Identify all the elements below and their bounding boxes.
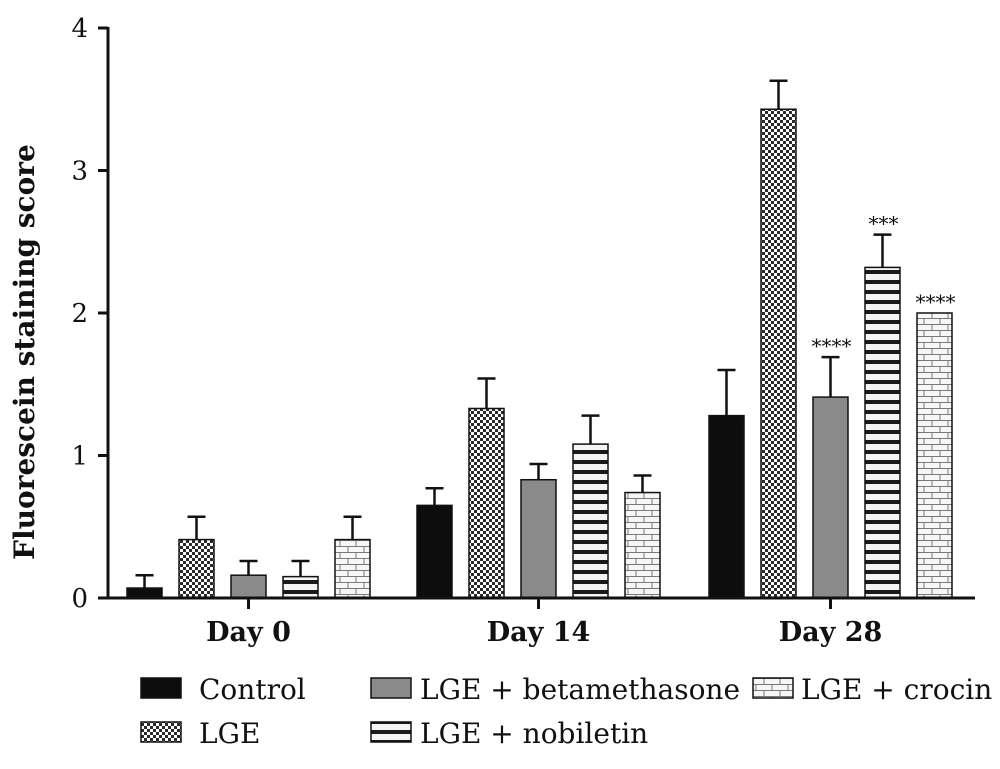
bars [126,79,953,599]
y-tick-label: 3 [71,157,88,187]
bar-control-day-28 [708,414,745,599]
significance-marker: **** [812,334,852,358]
legend-swatch [370,721,412,743]
y-tick-label: 4 [71,14,88,44]
bar-lge-betamethasone-day-28 [812,396,849,599]
legend-label: LGE + betamethasone [420,673,740,706]
legend-label: LGE [199,717,260,750]
bar-lge-crocin-day-14 [624,491,661,599]
y-tick-label: 0 [71,584,88,614]
y-tick-label: 1 [71,442,88,472]
significance-marker: *** [869,212,899,236]
legend-label: LGE + crocin [801,673,992,706]
legend-swatch [140,677,182,699]
bar-lge-crocin-day-0 [334,538,371,599]
bar-lge-betamethasone-day-0 [230,574,267,599]
bar-lge-betamethasone-day-14 [520,478,557,599]
bar-lge-day-14 [468,407,505,599]
bar-lge-crocin-day-28 [916,312,953,599]
legend-label: LGE + nobiletin [420,717,648,750]
bar-control-day-14 [416,504,453,599]
legend-swatch [140,721,182,743]
legend-swatch [370,677,412,699]
bar-lge-nobiletin-day-28 [864,266,901,599]
bar-lge-nobiletin-day-0 [282,575,319,599]
y-axis-title: Fluorescein staining score [8,144,41,560]
bar-lge-day-28 [760,108,797,599]
x-axis-categories: Day 0 Day 14 Day 28 [206,598,882,648]
bar-lge-nobiletin-day-14 [572,443,609,599]
x-category-label: Day 28 [779,617,883,648]
x-category-label: Day 0 [206,617,291,648]
y-tick-label: 2 [71,299,88,329]
bar-lge-day-0 [178,538,215,599]
legend-swatch [752,677,794,699]
legend: Control LGE LGE + betamethasone LGE + nobil… [140,673,992,750]
legend-label: Control [199,673,306,706]
significance-marker: **** [916,290,956,314]
x-category-label: Day 14 [487,617,591,648]
significance-annotations: *********** [812,212,956,359]
y-axis-ticks: 0 1 2 3 4 [71,14,108,614]
